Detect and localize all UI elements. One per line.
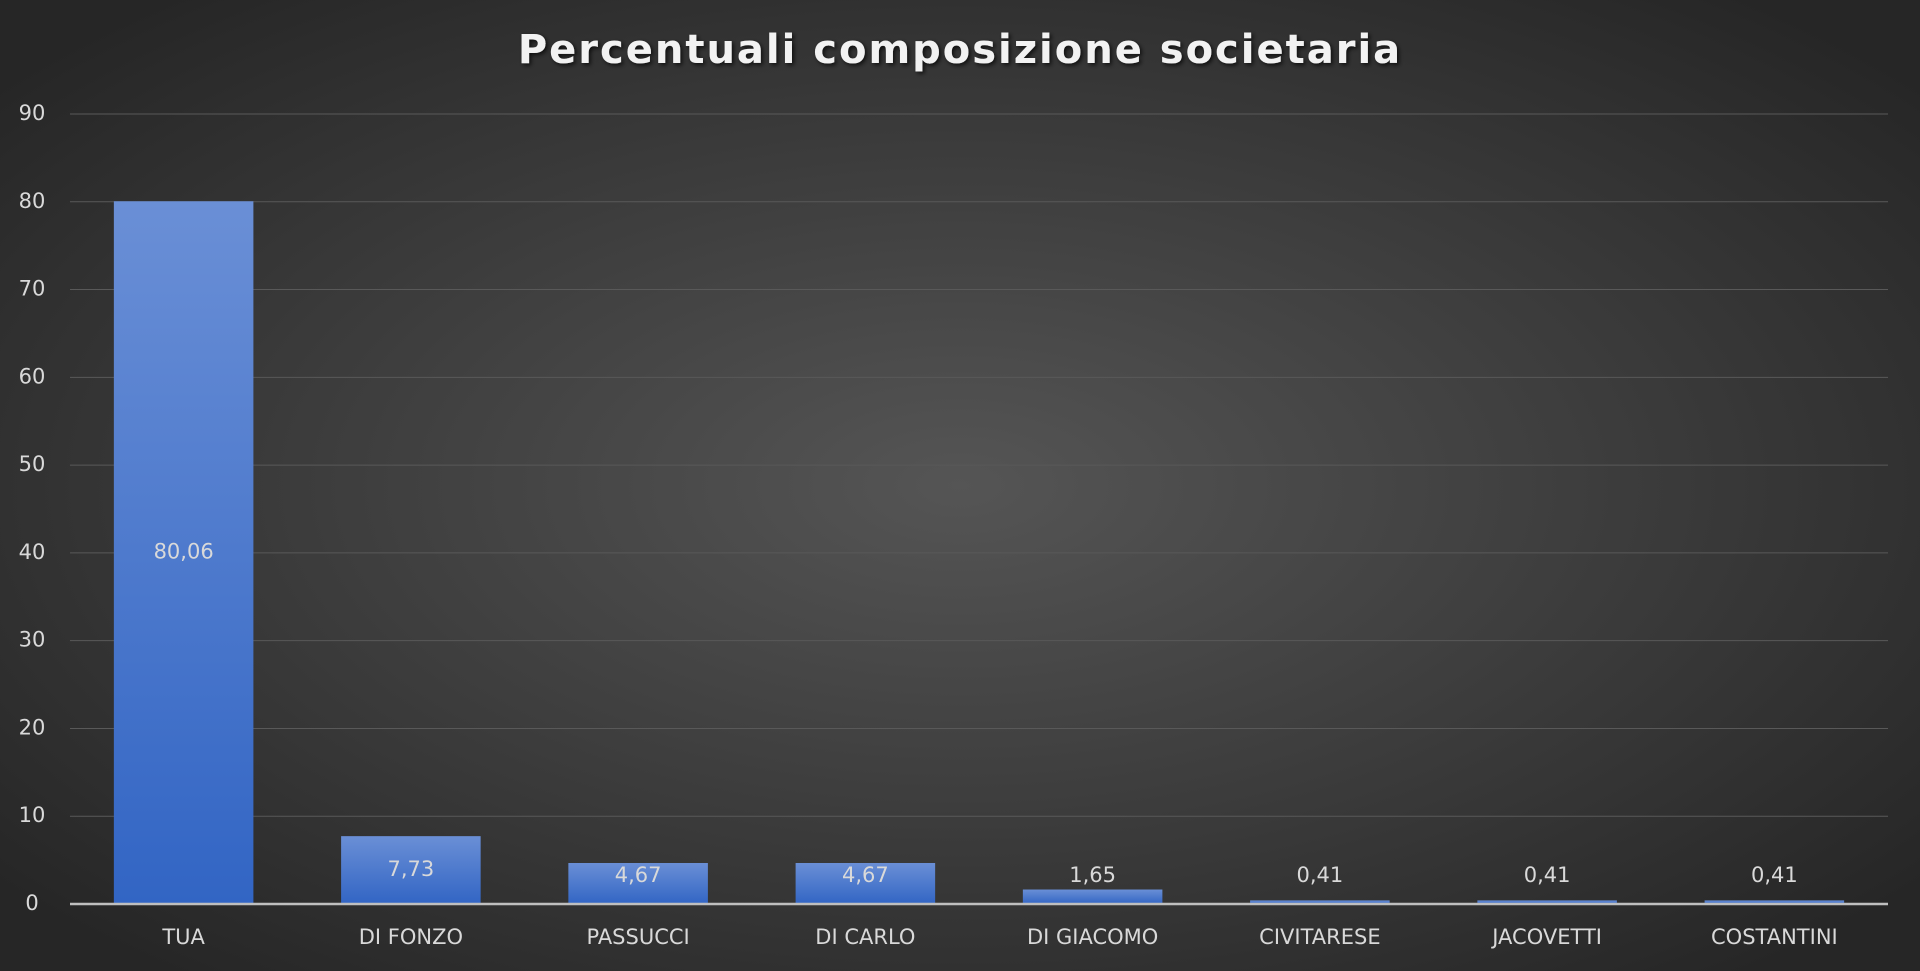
chart-title: Percentuali composizione societaria [518,27,1402,73]
bar [1704,900,1845,904]
y-tick-label: 0 [25,891,38,915]
y-tick-label: 20 [19,715,46,739]
y-tick-label: 30 [19,628,46,652]
x-tick-label: JACOVETTI [1490,925,1602,949]
bar [341,836,481,904]
value-label: 0,41 [1524,863,1571,887]
y-tick-label: 90 [19,101,46,125]
bar [568,863,708,904]
x-tick-label: DI GIACOMO [1027,925,1158,949]
y-tick-label: 60 [19,364,46,388]
bar [1477,900,1617,904]
value-label: 4,67 [842,863,889,887]
x-tick-label: DI FONZO [359,925,463,949]
value-label: 0,41 [1751,863,1798,887]
value-label: 1,65 [1069,863,1116,887]
y-tick-label: 40 [19,540,46,564]
value-label: 0,41 [1296,863,1343,887]
x-tick-label: COSTANTINI [1711,925,1838,949]
bar [113,201,254,905]
x-tick-label: DI CARLO [815,925,915,949]
value-label: 7,73 [387,857,434,881]
y-tick-label: 70 [19,277,46,301]
x-tick-label: TUA [161,925,205,949]
x-tick-label: CIVITARESE [1259,925,1380,949]
x-tick-label: PASSUCCI [587,925,690,949]
y-tick-label: 80 [19,189,46,213]
bar [1022,889,1163,904]
y-tick-label: 10 [19,803,46,827]
bar [795,863,936,904]
y-tick-label: 50 [19,452,46,476]
value-label: 4,67 [615,863,662,887]
bar [1250,900,1390,904]
value-label: 80,06 [154,540,214,564]
